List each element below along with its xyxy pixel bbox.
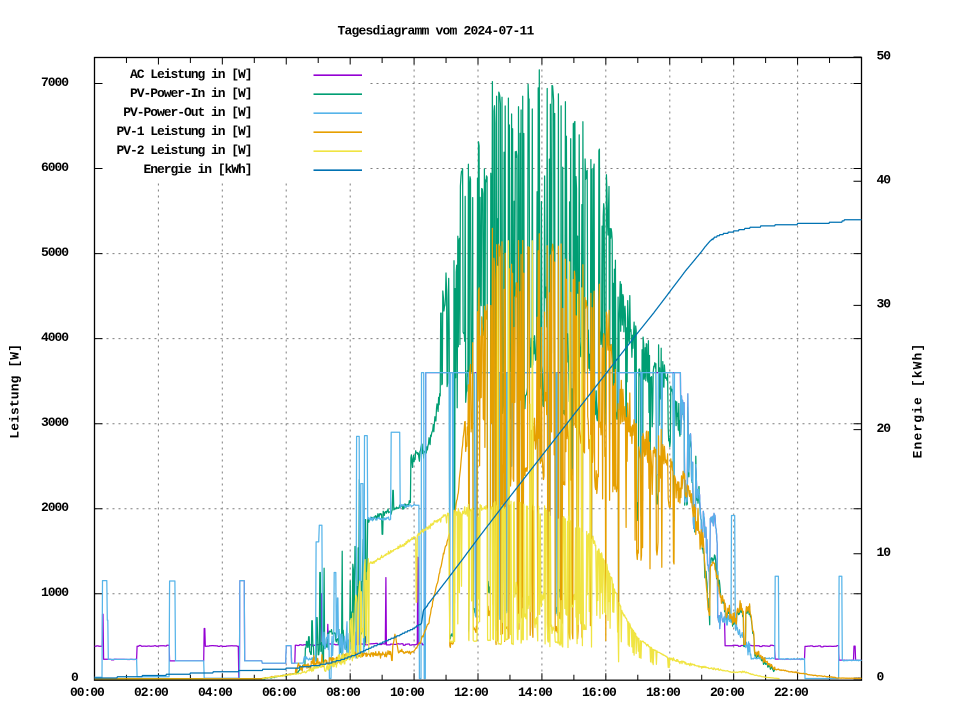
svg-text:20:00: 20:00 xyxy=(710,685,745,700)
svg-text:16:00: 16:00 xyxy=(582,685,617,700)
svg-text:08:00: 08:00 xyxy=(326,685,361,700)
svg-text:20: 20 xyxy=(877,421,892,436)
svg-text:AC Leistung in [W]: AC Leistung in [W] xyxy=(130,67,252,82)
svg-text:06:00: 06:00 xyxy=(262,685,297,700)
svg-text:02:00: 02:00 xyxy=(134,685,169,700)
svg-text:6000: 6000 xyxy=(41,160,69,175)
svg-text:7000: 7000 xyxy=(41,75,69,90)
svg-text:04:00: 04:00 xyxy=(198,685,233,700)
svg-text:Energie [kWh]: Energie [kWh] xyxy=(911,343,926,459)
svg-text:1000: 1000 xyxy=(41,585,69,600)
svg-text:50: 50 xyxy=(877,48,892,63)
svg-text:10:00: 10:00 xyxy=(390,685,425,700)
svg-text:Leistung [W]: Leistung [W] xyxy=(7,344,22,439)
svg-text:30: 30 xyxy=(877,297,892,312)
svg-text:40: 40 xyxy=(877,173,892,188)
svg-text:0: 0 xyxy=(877,669,885,684)
svg-text:PV-Power-Out in [W]: PV-Power-Out in [W] xyxy=(123,105,251,120)
svg-text:10: 10 xyxy=(877,545,892,560)
svg-text:14:00: 14:00 xyxy=(518,685,553,700)
svg-text:22:00: 22:00 xyxy=(774,685,809,700)
svg-text:00:00: 00:00 xyxy=(70,685,105,700)
svg-text:12:00: 12:00 xyxy=(454,685,489,700)
svg-text:3000: 3000 xyxy=(41,415,69,430)
svg-text:PV-1 Leistung in [W]: PV-1 Leistung in [W] xyxy=(116,124,251,139)
svg-text:0: 0 xyxy=(71,670,79,685)
svg-text:5000: 5000 xyxy=(41,245,69,260)
svg-text:18:00: 18:00 xyxy=(646,685,681,700)
svg-text:PV-2 Leistung in [W]: PV-2 Leistung in [W] xyxy=(116,143,251,158)
svg-text:2000: 2000 xyxy=(41,500,69,515)
svg-text:4000: 4000 xyxy=(41,330,69,345)
svg-text:Energie in [kWh]: Energie in [kWh] xyxy=(143,162,251,177)
svg-text:PV-Power-In in [W]: PV-Power-In in [W] xyxy=(130,86,252,101)
svg-text:Tagesdiagramm vom 2024-07-11: Tagesdiagramm vom 2024-07-11 xyxy=(338,24,535,39)
